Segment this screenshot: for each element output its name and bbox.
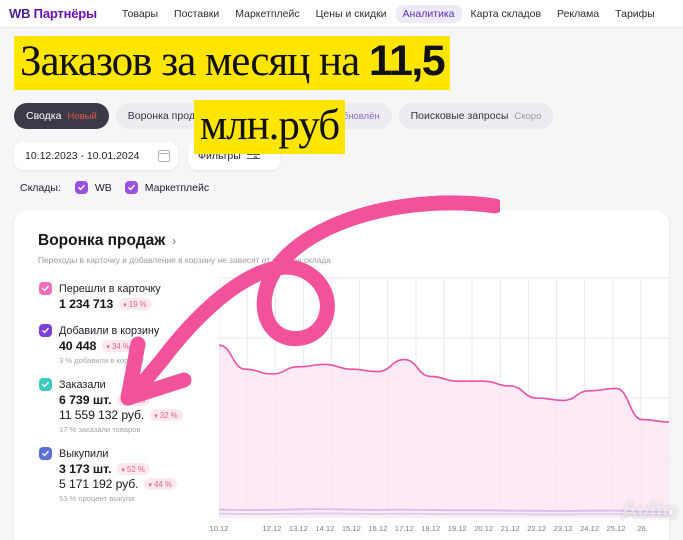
- x-tick-label: 16.12: [368, 524, 388, 533]
- tab-svodka-badge: Новый: [67, 110, 97, 122]
- caption-line-1: Заказов за месяц на 11,5: [14, 36, 451, 90]
- funnel-value-zakazali-rub: 11 559 132 руб.: [59, 408, 145, 422]
- funnel-checkbox-perehodi[interactable]: [39, 282, 52, 295]
- funnel-checkbox-korzina[interactable]: [39, 324, 52, 337]
- top-navigation-bar: WB Партнёры Товары Поставки Маркетплейс …: [0, 0, 683, 28]
- funnel-value-vykupili-rub: 5 171 192 руб.: [59, 477, 139, 491]
- funnel-delta-korzina-value: 34 %: [112, 341, 130, 351]
- x-tick-label: 10.12: [209, 524, 229, 533]
- chevron-right-icon: ›: [172, 234, 177, 248]
- card-subtitle: Переходы в карточку и добавление в корзи…: [38, 255, 331, 265]
- x-tick-label: 23.12: [553, 524, 573, 533]
- funnel-note-korzina: 3 % добавили в корзину: [59, 356, 144, 365]
- x-tick-label: 26.: [637, 524, 648, 533]
- funnel-note-vykupili: 53 % процент выкупа: [59, 494, 135, 503]
- brand-logo[interactable]: WB Партнёры: [9, 6, 97, 21]
- x-tick-label: 17.12: [394, 524, 414, 533]
- tab-poiskovye-zaprosy[interactable]: Поисковые запросы Скоро: [398, 103, 554, 129]
- x-tick-label: 24.12: [580, 524, 600, 533]
- funnel-delta-vykupili-units-value: 52 %: [127, 464, 145, 474]
- funnel-name-korzina: Добавили в корзину: [59, 324, 160, 337]
- funnel-value-perehodi: 1 234 713: [59, 297, 114, 311]
- nav-item-reklama[interactable]: Реклама: [557, 7, 600, 20]
- date-range-value: 10.12.2023 - 10.01.2024: [25, 150, 140, 162]
- date-range-picker[interactable]: 10.12.2023 - 10.01.2024: [14, 142, 178, 170]
- x-tick-label: 12.12: [262, 524, 282, 533]
- x-tick-label: 25.12: [606, 524, 626, 533]
- tab-svodka[interactable]: Сводка Новый: [14, 103, 109, 129]
- chart-x-axis: 10.12 12.12 13.12 14.12 15.12 16.12 17.12 18.12…: [209, 524, 669, 540]
- nav-item-karta-skladov[interactable]: Карта складов: [470, 7, 542, 20]
- nav-items: Товары Поставки Маркетплейс Цены и скидк…: [115, 4, 662, 23]
- x-tick-label: 15.12: [341, 524, 361, 533]
- warehouse-label-wb: WB: [94, 181, 112, 194]
- brand-wb: WB: [9, 6, 31, 21]
- funnel-legend: Перешли в карточку 1 234 713 ▾ 19 % Доба…: [39, 282, 219, 516]
- x-tick-label: 13.12: [288, 524, 308, 533]
- nav-item-tarify[interactable]: Тарифы: [615, 7, 655, 20]
- warehouse-label: Склады:: [20, 181, 61, 194]
- tab-ostatki-badge: Обновлён: [335, 110, 380, 122]
- funnel-chart[interactable]: 10.12 12.12 13.12 14.12 15.12 16.12 17.12 18.12…: [209, 270, 669, 540]
- warehouse-checkbox-marketplace[interactable]: [124, 181, 138, 194]
- x-tick-label: 19.12: [447, 524, 467, 533]
- funnel-delta-zakazali-units-value: 39 %: [127, 395, 145, 405]
- nav-item-marketpleys[interactable]: Маркетплейс: [235, 7, 300, 20]
- funnel-item-perehodi: Перешли в карточку 1 234 713 ▾ 19 %: [39, 282, 219, 311]
- funnel-delta-vykupili-rub-value: 44 %: [154, 479, 172, 489]
- caption-line-1-text: Заказов за месяц на: [20, 38, 369, 85]
- brand-rest: Партнёры: [30, 6, 97, 21]
- funnel-value-korzina: 40 448: [59, 339, 97, 353]
- caption-line-1-number: 11,5: [368, 37, 446, 85]
- funnel-value-vykupili-units: 3 173 шт.: [59, 462, 112, 476]
- nav-item-postavki[interactable]: Поставки: [174, 7, 220, 20]
- tab-svodka-label: Сводка: [26, 110, 62, 122]
- nav-item-tovary[interactable]: Товары: [121, 7, 159, 20]
- x-tick-label: 14.12: [315, 524, 335, 533]
- card-title-text: Воронка продаж: [38, 232, 166, 249]
- funnel-item-korzina: Добавили в корзину 40 448 ▾ 34 % 3 % доб…: [39, 324, 219, 365]
- x-tick-label: 21.12: [500, 524, 520, 533]
- warehouse-filter-row: Склады: WB Маркетплейс: [20, 181, 209, 194]
- nav-item-analitika[interactable]: Аналитика: [395, 4, 462, 23]
- tab-poisk-label: Поисковые запросы: [410, 110, 509, 122]
- funnel-delta-zakazali-units: ▾ 39 %: [117, 394, 150, 406]
- funnel-card: Воронка продаж › Переходы в карточку и д…: [14, 210, 669, 540]
- tab-poisk-badge: Скоро: [514, 110, 542, 122]
- funnel-name-vykupili: Выкупили: [59, 447, 109, 460]
- chart-canvas: [219, 277, 669, 518]
- funnel-note-zakazali: 17 % заказали товаров: [59, 425, 141, 434]
- calendar-icon: [157, 150, 171, 162]
- warehouse-label-marketplace: Маркетплейс: [144, 181, 210, 194]
- warehouse-checkbox-wb[interactable]: [74, 181, 88, 194]
- funnel-checkbox-zakazali[interactable]: [39, 378, 52, 391]
- x-tick-label: 18.12: [421, 524, 441, 533]
- page-title[interactable]: Воронка продаж ›: [38, 232, 176, 250]
- funnel-delta-perehodi-value: 19 %: [128, 299, 147, 309]
- funnel-delta-zakazali-rub-value: 32 %: [159, 410, 178, 420]
- funnel-delta-vykupili-units: ▾ 52 %: [117, 463, 150, 475]
- funnel-item-zakazali: Заказали 6 739 шт. ▾ 39 % 11 559 132 руб…: [39, 378, 219, 434]
- caption-line-2: млн.руб: [194, 100, 346, 154]
- funnel-delta-perehodi: ▾ 19 %: [119, 298, 152, 310]
- funnel-value-zakazali-units: 6 739 шт.: [59, 393, 112, 407]
- x-tick-label: 22.12: [527, 524, 547, 533]
- funnel-name-zakazali: Заказали: [59, 378, 106, 391]
- nav-item-ceny-i-skidki[interactable]: Цены и скидки: [315, 7, 387, 20]
- funnel-item-vykupili: Выкупили 3 173 шт. ▾ 52 % 5 171 192 руб.…: [39, 447, 219, 503]
- funnel-delta-vykupili-rub: ▾ 44 %: [144, 478, 177, 490]
- tab-voronka-label: Воронка продаж: [127, 110, 208, 122]
- x-tick-label: 20.12: [474, 524, 494, 533]
- funnel-delta-korzina: ▾ 34 %: [102, 340, 135, 352]
- funnel-name-perehodi: Перешли в карточку: [59, 282, 161, 295]
- funnel-delta-zakazali-rub: ▾ 32 %: [150, 409, 183, 421]
- funnel-checkbox-vykupili[interactable]: [39, 447, 52, 460]
